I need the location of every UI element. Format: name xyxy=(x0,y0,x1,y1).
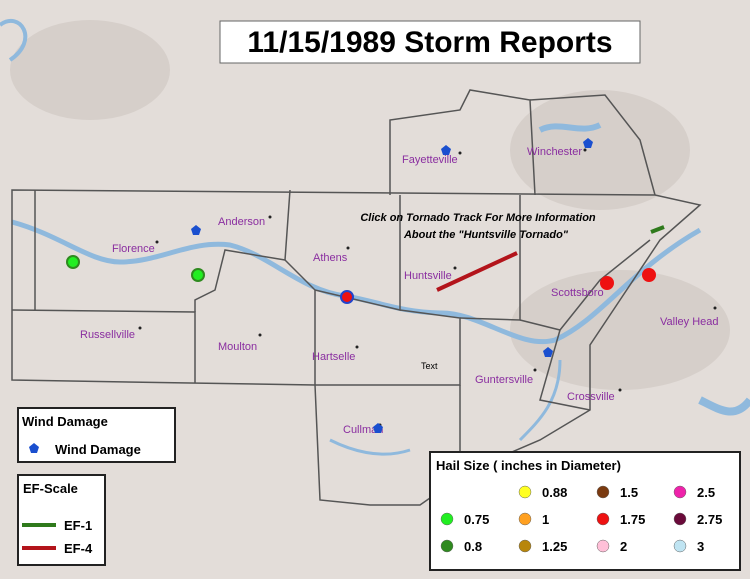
cities: Fayetteville Winchester Anderson Florenc… xyxy=(80,146,719,436)
legend-label: 2.75 xyxy=(697,512,722,527)
legend-title: Hail Size ( inches in Diameter) xyxy=(436,458,621,473)
city-label: Anderson xyxy=(218,216,265,228)
city-label: Winchester xyxy=(527,146,582,158)
legend-label: 1.5 xyxy=(620,485,638,500)
ef-legend xyxy=(17,474,106,566)
legend-label: 2.5 xyxy=(697,485,715,500)
legend-symbol xyxy=(518,512,532,526)
city-label: Athens xyxy=(313,252,348,264)
city-label: Guntersville xyxy=(475,374,533,386)
tornado-track[interactable] xyxy=(650,225,665,234)
legend-symbol xyxy=(518,485,532,499)
city-label: Moulton xyxy=(218,341,257,353)
legend-label: 2 xyxy=(620,539,627,554)
hail-markers xyxy=(66,255,656,304)
city-label: Hartselle xyxy=(312,351,355,363)
wind-legend xyxy=(17,407,176,463)
city-label: Scottsboro xyxy=(551,287,604,299)
legend-label: 1 xyxy=(542,512,549,527)
terrain xyxy=(10,20,730,390)
wind-markers xyxy=(191,138,593,433)
city-label: Crossville xyxy=(567,391,615,403)
legend-label: 1.25 xyxy=(542,539,567,554)
legend-label: 0.75 xyxy=(464,512,489,527)
legend-symbol xyxy=(596,512,610,526)
city-label: Huntsville xyxy=(404,270,452,282)
title-box xyxy=(219,20,641,64)
legend-symbol xyxy=(673,512,687,526)
annotation: About the "Huntsville Tornado" xyxy=(403,229,569,241)
city-label: Florence xyxy=(112,243,155,255)
hail-legend xyxy=(429,451,741,571)
city-label: Valley Head xyxy=(660,316,719,328)
legend-label: 0.88 xyxy=(542,485,567,500)
legend-title: Wind Damage xyxy=(22,414,108,429)
legend-label: EF-4 xyxy=(64,541,93,556)
legend-title: EF-Scale xyxy=(23,481,78,496)
legend-symbol xyxy=(673,539,687,553)
legend-symbol xyxy=(440,512,454,526)
legend-symbol xyxy=(596,485,610,499)
legend-label: Wind Damage xyxy=(55,442,141,457)
annotation: Click on Tornado Track For More Informat… xyxy=(360,212,596,224)
legend-label: 1.75 xyxy=(620,512,645,527)
legend-symbol xyxy=(29,443,39,453)
city-label: Russellville xyxy=(80,329,135,341)
legend-symbol xyxy=(673,485,687,499)
placeholder-label: Text xyxy=(421,361,438,371)
city-label: Fayetteville xyxy=(402,154,458,166)
title: 11/15/1989 Storm Reports xyxy=(247,26,612,59)
legend-label: 3 xyxy=(697,539,704,554)
legend-label: 0.8 xyxy=(464,539,482,554)
legend-label: EF-1 xyxy=(64,518,92,533)
tornado-track[interactable] xyxy=(436,251,518,292)
legend-symbol xyxy=(596,539,610,553)
legend-symbol xyxy=(440,539,454,553)
legend-symbol xyxy=(518,539,532,553)
